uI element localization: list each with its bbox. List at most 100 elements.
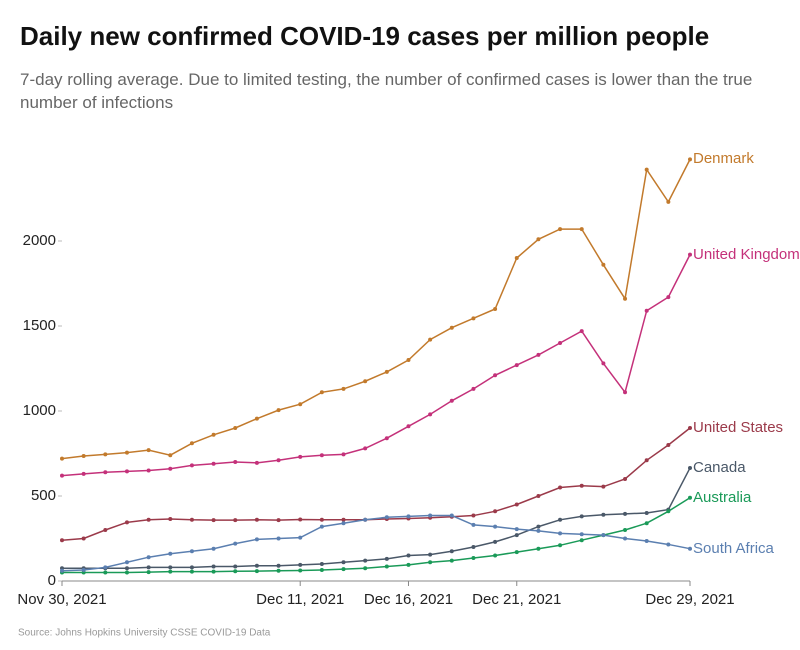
data-point [363,517,368,522]
data-point [211,518,216,523]
data-point [536,524,541,529]
series-label: Australia [693,488,752,506]
data-point [406,553,411,558]
data-point [579,329,584,334]
data-point [601,512,606,517]
y-tick-label: 1500 [23,317,56,334]
data-point [124,469,129,474]
series-label-box: United Kingdom [693,246,800,263]
subtitle-box: 7-day rolling average. Due to limited te… [20,70,752,112]
data-point [233,518,238,523]
data-point [168,453,173,458]
data-point [146,517,151,522]
series-label-box: Canada [693,459,746,476]
data-point [666,443,671,447]
data-point [623,477,628,481]
data-point [623,528,628,532]
data-point [558,517,563,522]
data-point [319,524,324,529]
data-point [189,565,194,570]
series-line [61,427,691,541]
data-point [688,252,692,257]
data-point [298,535,303,540]
data-point [536,494,541,498]
data-point [168,516,173,521]
data-point [536,546,541,551]
data-point [493,509,498,514]
data-point [60,473,64,478]
data-point [189,463,194,468]
data-point [341,452,346,457]
data-point [406,562,411,567]
data-point [471,545,476,549]
data-point [103,528,108,532]
data-point [536,352,541,357]
data-point [428,560,433,565]
data-point [276,563,281,568]
data-point [579,532,584,537]
data-point [103,570,108,575]
data-point [319,390,324,395]
data-point [363,558,368,563]
data-point [514,502,519,507]
data-point [189,549,194,554]
data-point [471,522,476,527]
data-point [428,337,433,342]
chart-title: Daily new confirmed COVID-19 cases per m… [20,21,709,51]
data-point [60,568,64,573]
data-point [211,564,216,569]
data-point [254,517,259,522]
data-point [254,460,259,465]
data-point [254,537,259,542]
data-point [558,543,563,548]
data-point [146,565,151,570]
data-point [384,436,389,441]
data-point [341,386,346,391]
data-point [601,533,606,538]
data-point [81,536,86,541]
data-point [146,570,151,575]
series-label-box: Denmark [693,150,754,167]
data-point [168,569,173,574]
data-point [558,531,563,536]
data-point [81,454,86,459]
data-point [449,549,454,554]
data-point [81,471,86,476]
data-point [298,517,303,522]
data-point [233,460,238,464]
data-point [384,369,389,374]
data-point [644,308,649,313]
data-point [341,567,346,572]
data-point [276,408,281,413]
series-label-box: Australia [693,488,752,506]
data-point [341,517,346,522]
data-point [124,520,129,525]
data-point [124,566,129,571]
series-line [61,514,691,572]
data-point [623,511,628,516]
data-point [428,513,433,518]
data-point [666,509,671,514]
data-point [319,562,324,566]
data-point [406,358,411,362]
data-point [644,539,649,544]
data-point [211,569,216,574]
data-point [384,515,389,520]
data-point [406,424,411,429]
data-point [103,452,108,457]
data-point [146,468,151,473]
data-point [688,495,692,500]
data-point [644,521,649,526]
data-point [623,390,628,395]
data-point [493,539,498,544]
x-tick-label: Dec 11, 2021 [256,591,344,608]
data-point [449,325,454,330]
data-point [384,564,389,569]
data-point [103,565,108,570]
data-point [579,514,584,519]
series-label: South Africa [693,539,774,557]
data-point [601,361,606,366]
data-point [211,546,216,551]
data-point [644,167,649,172]
